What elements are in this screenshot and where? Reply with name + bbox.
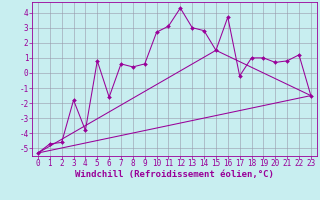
X-axis label: Windchill (Refroidissement éolien,°C): Windchill (Refroidissement éolien,°C) (75, 170, 274, 179)
